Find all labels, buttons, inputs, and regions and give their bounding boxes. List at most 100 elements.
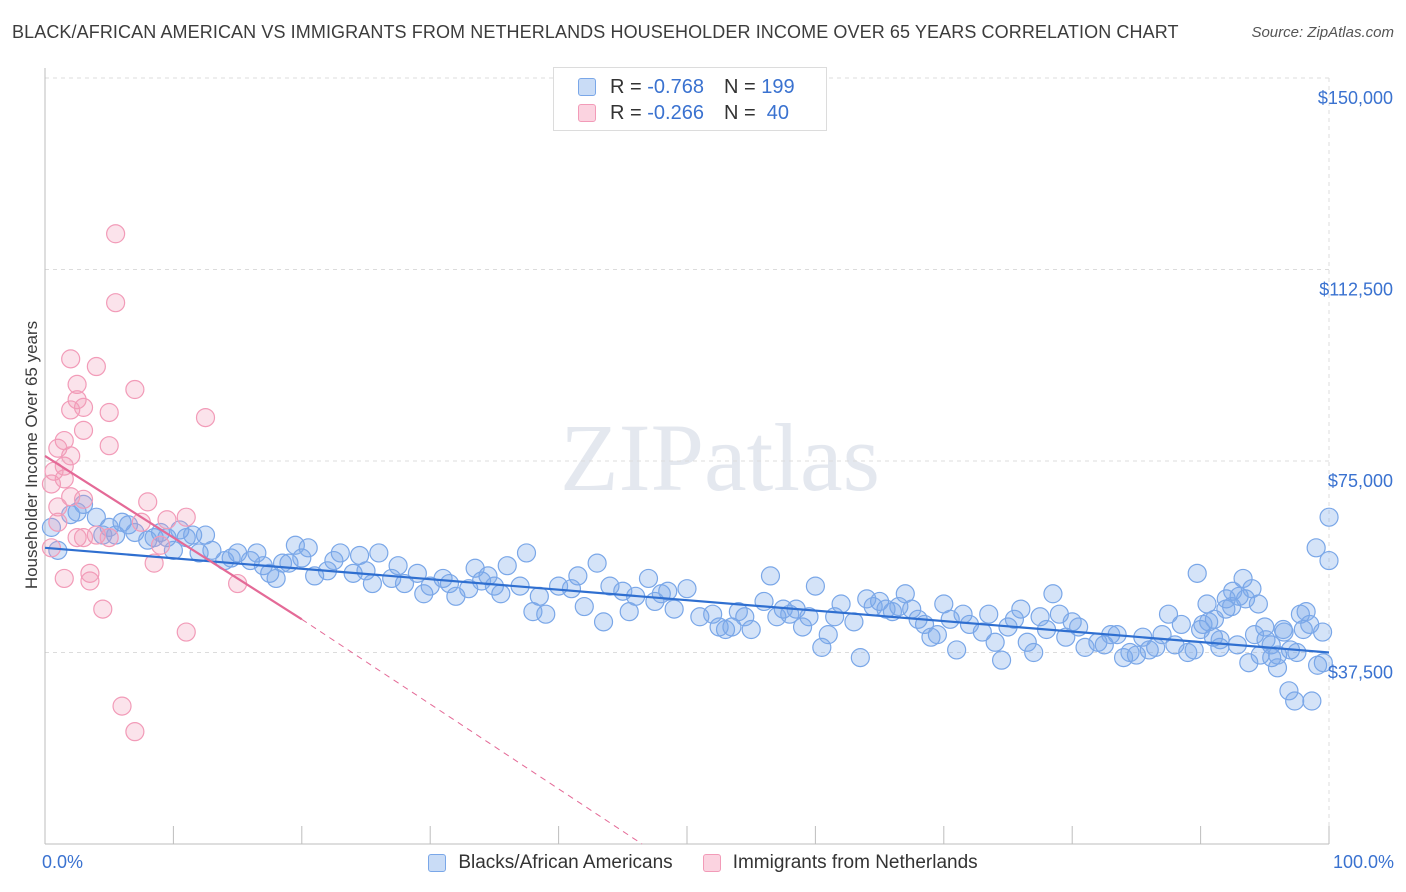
data-point (1024, 642, 1044, 663)
data-point (516, 543, 537, 563)
data-point (144, 553, 164, 573)
data-point (1248, 594, 1268, 614)
data-point (48, 512, 68, 532)
data-point (176, 507, 196, 527)
data-point (41, 517, 62, 537)
data-point (947, 640, 967, 660)
data-point (93, 599, 113, 619)
data-point (728, 602, 748, 622)
data-point (125, 722, 145, 742)
data-point (491, 584, 511, 604)
stats-n-value: 199 (761, 75, 795, 98)
stats-n-label: N = (723, 101, 756, 124)
data-point (125, 379, 145, 400)
data-point (1256, 630, 1276, 650)
data-point (1233, 568, 1253, 589)
data-point (1319, 550, 1339, 571)
data-point (1285, 691, 1305, 711)
data-point (260, 563, 280, 583)
data-point (869, 591, 890, 612)
data-point (1244, 625, 1265, 645)
data-point (106, 293, 126, 313)
legend-item-blacks: Blacks/African Americans (428, 852, 673, 874)
data-point (54, 568, 74, 589)
stats-n-value: 40 (766, 101, 790, 124)
stats-swatch-pink (578, 104, 596, 122)
data-point (1313, 653, 1333, 673)
legend-label: Blacks/African Americans (458, 852, 673, 873)
x-tick-label-min: 0.0% (42, 852, 84, 872)
data-point (760, 566, 781, 586)
data-point (1222, 596, 1242, 617)
stats-r-value: -0.266 (647, 101, 704, 124)
legend-swatch-pink (702, 854, 721, 872)
data-point (1184, 640, 1204, 660)
stats-swatch-blue (578, 78, 596, 96)
data-point (831, 594, 851, 614)
data-point (574, 596, 594, 617)
stats-box: R = -0.768 N = 199 R = -0.266 N = 40 (553, 67, 827, 131)
data-point (850, 648, 870, 668)
stats-row-blacks: R = -0.768 N = 199 (578, 75, 795, 99)
data-point (176, 622, 196, 642)
data-point (394, 573, 415, 594)
data-point (1126, 645, 1147, 665)
data-point (529, 586, 549, 606)
trend-line-netherlands (44, 454, 303, 621)
data-point (536, 604, 556, 624)
data-point (1171, 614, 1191, 635)
data-point (150, 535, 171, 555)
y-tick-label: $37,500 (1328, 663, 1393, 683)
trend-lines (44, 454, 1330, 845)
data-point (73, 489, 94, 509)
y-tick-label: $75,000 (1328, 471, 1393, 491)
data-point (1319, 507, 1339, 527)
data-point (658, 581, 678, 601)
stats-row-netherlands: R = -0.266 N = 40 (578, 101, 789, 125)
data-point (54, 469, 74, 489)
data-point (61, 446, 81, 466)
data-point (80, 563, 100, 583)
data-point (1239, 653, 1259, 673)
data-point (1017, 632, 1037, 652)
data-point (1273, 619, 1293, 640)
trend-line-netherlands-extension (301, 618, 643, 845)
data-point (741, 619, 761, 640)
data-point (985, 632, 1005, 652)
data-point (298, 538, 318, 558)
data-point (106, 224, 126, 244)
data-point (940, 609, 960, 629)
data-point (593, 612, 614, 632)
data-point (362, 573, 383, 594)
data-point (1287, 642, 1307, 663)
data-point (1267, 658, 1288, 678)
data-point (99, 436, 119, 456)
data-point (99, 527, 119, 548)
data-point (1158, 604, 1179, 624)
data-point (1302, 691, 1322, 711)
data-point (818, 625, 838, 645)
data-point (799, 607, 819, 627)
data-point (587, 553, 607, 573)
data-point (972, 622, 992, 642)
data-point (927, 625, 947, 645)
x-tick-label-max: 100.0% (1332, 852, 1394, 872)
data-point (67, 527, 87, 548)
chart-title: BLACK/AFRICAN AMERICAN VS IMMIGRANTS FRO… (12, 22, 1179, 42)
data-point (844, 612, 864, 632)
data-point (1306, 538, 1326, 558)
data-point (497, 556, 517, 576)
data-point (638, 568, 659, 589)
y-tick-label: $112,500 (1319, 280, 1393, 300)
data-point (369, 543, 389, 563)
data-point (305, 566, 325, 586)
watermark-text: ZIPatlas (560, 404, 880, 511)
y-tick-labels: $37,500 $75,000 $112,500 $150,000 (1318, 88, 1393, 683)
legend: Blacks/African Americans Immigrants from… (0, 852, 1406, 874)
data-point (99, 402, 119, 423)
data-point (1094, 635, 1114, 655)
data-point (414, 584, 434, 604)
data-point (195, 407, 216, 428)
data-point (202, 540, 222, 560)
